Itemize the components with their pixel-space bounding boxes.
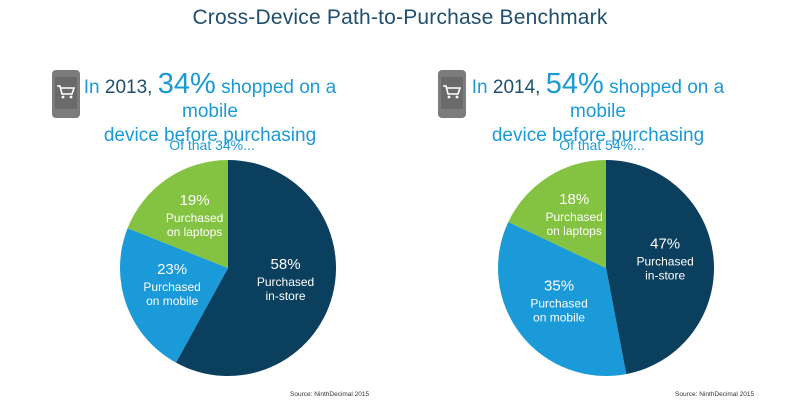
panel-2014: In 2014, 54% shopped on a mobile device … (400, 0, 800, 411)
panel-2013: In 2013, 34% shopped on a mobile device … (52, 68, 370, 398)
slice-instore (175, 160, 336, 376)
slice-label: 47% Purchased in-store (636, 235, 693, 282)
slice-mobile (498, 222, 627, 376)
slice-label: 18% Purchased on laptops (545, 191, 602, 238)
pie-chart-2013: 58% Purchased in-store 23% Purchased on mobil… (120, 160, 336, 376)
source-note: Source: NinthDecimal 2015 (675, 391, 755, 398)
subhead-2013: Of that 34%... (169, 137, 255, 153)
slice-label: 19% Purchased on laptops (166, 192, 223, 239)
headline-2014: In 2014, 54% shopped on a mobile device … (471, 68, 725, 147)
slice-mobile (120, 228, 228, 363)
subhead-2014: Of that 54%... (559, 137, 645, 153)
slice-instore (606, 160, 714, 375)
slice-label: 35% Purchased on mobile (530, 277, 587, 324)
page-title: Cross-Device Path-to-Purchase Benchmark (192, 6, 608, 29)
shopping-cart-phone-icon (438, 70, 466, 118)
slice-laptops (127, 160, 228, 268)
headline-2013: In 2013, 34% shopped on a mobile device … (83, 68, 337, 147)
shopping-cart-phone-icon (52, 70, 80, 118)
slice-label: 23% Purchased on mobile (143, 261, 200, 308)
source-note: Source: NinthDecimal 2015 (290, 391, 370, 398)
pie-chart-2014: 47% Purchased in-store 35% Purchased on mobil… (498, 160, 714, 376)
slice-label: 58% Purchased in-store (257, 256, 314, 303)
slice-laptops (508, 160, 606, 268)
